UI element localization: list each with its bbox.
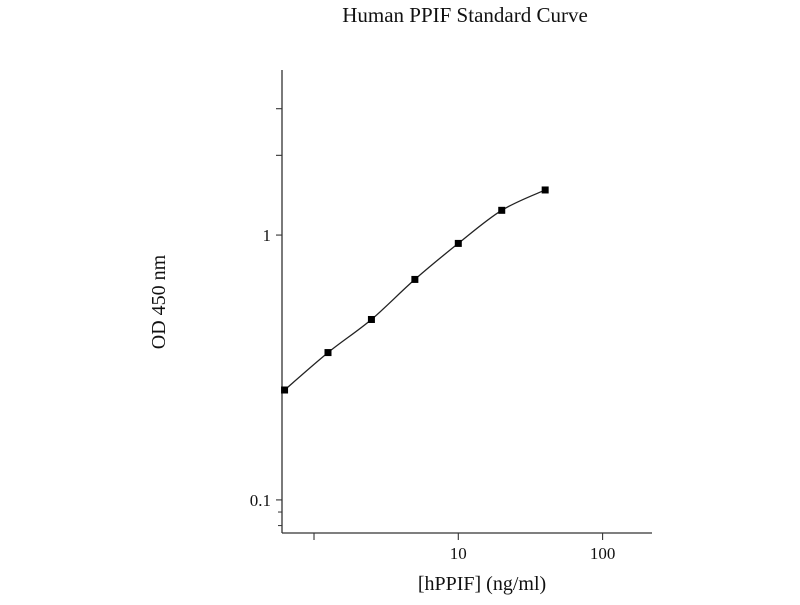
chart-title: Human PPIF Standard Curve [342, 3, 588, 27]
y-axis-label: OD 450 nm [148, 254, 170, 349]
fit-curve [284, 189, 546, 391]
y-tick-label: 1 [263, 226, 272, 245]
axes: 0.1 1 10 100 [250, 70, 652, 563]
data-point [324, 349, 332, 357]
fit-curve-layer [284, 189, 546, 391]
data-point [498, 206, 506, 214]
data-point [541, 186, 549, 194]
data-point [411, 275, 419, 283]
data-point [281, 386, 289, 394]
data-point [454, 239, 462, 247]
x-tick-label: 10 [450, 544, 467, 563]
y-tick-label: 0.1 [250, 491, 271, 510]
x-axis-label: [hPPIF] (ng/ml) [418, 573, 546, 595]
x-tick-label: 100 [590, 544, 616, 563]
data-point [367, 315, 375, 323]
data-points-layer [281, 186, 549, 394]
